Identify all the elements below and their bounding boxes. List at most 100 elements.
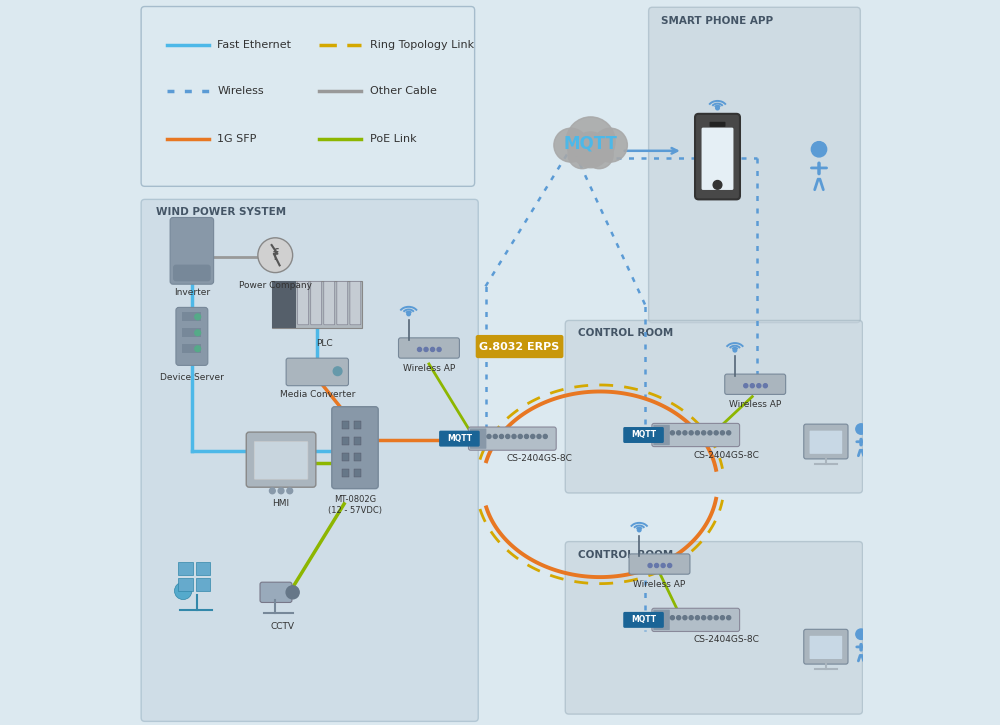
Text: Fast Ethernet: Fast Ethernet — [217, 40, 291, 50]
Circle shape — [695, 616, 699, 620]
FancyBboxPatch shape — [476, 335, 563, 358]
FancyBboxPatch shape — [173, 265, 211, 281]
Text: Device Server: Device Server — [160, 373, 224, 381]
Circle shape — [174, 582, 192, 600]
FancyBboxPatch shape — [399, 338, 459, 358]
FancyBboxPatch shape — [725, 374, 786, 394]
Circle shape — [856, 424, 866, 434]
Circle shape — [195, 330, 201, 336]
Circle shape — [493, 434, 497, 439]
Circle shape — [424, 347, 428, 352]
FancyBboxPatch shape — [565, 320, 862, 493]
Circle shape — [750, 384, 754, 388]
Circle shape — [566, 117, 615, 166]
FancyBboxPatch shape — [176, 307, 208, 365]
Circle shape — [661, 563, 665, 568]
FancyBboxPatch shape — [354, 453, 361, 461]
Circle shape — [708, 616, 712, 620]
FancyBboxPatch shape — [468, 427, 556, 450]
FancyArrowPatch shape — [858, 655, 860, 661]
Circle shape — [195, 314, 201, 320]
Text: Power Company: Power Company — [239, 281, 312, 289]
FancyBboxPatch shape — [342, 421, 349, 429]
Circle shape — [648, 563, 652, 568]
FancyBboxPatch shape — [141, 199, 478, 721]
Circle shape — [683, 616, 687, 620]
FancyBboxPatch shape — [196, 562, 210, 575]
Circle shape — [763, 384, 767, 388]
Circle shape — [714, 616, 718, 620]
Text: f: f — [273, 248, 278, 262]
Text: MQTT: MQTT — [631, 616, 656, 624]
Circle shape — [727, 431, 731, 435]
Circle shape — [431, 347, 435, 352]
Circle shape — [713, 181, 722, 189]
FancyBboxPatch shape — [272, 281, 362, 328]
Text: PoE Link: PoE Link — [370, 134, 416, 144]
Text: MT-0802G
(12 - 57VDC): MT-0802G (12 - 57VDC) — [328, 495, 382, 515]
FancyBboxPatch shape — [623, 427, 664, 443]
Text: PLC: PLC — [316, 339, 333, 347]
Text: HMI: HMI — [272, 499, 290, 507]
Circle shape — [683, 431, 687, 435]
Circle shape — [720, 431, 724, 435]
FancyBboxPatch shape — [804, 424, 848, 459]
Circle shape — [258, 238, 293, 273]
Text: Media Converter: Media Converter — [280, 390, 355, 399]
Circle shape — [670, 431, 674, 435]
Circle shape — [677, 616, 681, 620]
FancyBboxPatch shape — [470, 428, 486, 449]
Text: Wireless: Wireless — [217, 86, 264, 96]
Circle shape — [531, 434, 535, 439]
FancyBboxPatch shape — [337, 281, 348, 325]
Circle shape — [286, 586, 299, 599]
Circle shape — [524, 434, 529, 439]
Circle shape — [856, 629, 866, 639]
Circle shape — [689, 616, 693, 620]
Circle shape — [714, 431, 718, 435]
Circle shape — [278, 488, 284, 494]
Text: CS-2404GS-8C: CS-2404GS-8C — [693, 635, 759, 644]
FancyBboxPatch shape — [649, 7, 860, 323]
Circle shape — [593, 128, 627, 162]
Circle shape — [269, 488, 275, 494]
Circle shape — [677, 431, 681, 435]
Circle shape — [637, 528, 641, 531]
FancyBboxPatch shape — [350, 281, 361, 325]
Circle shape — [744, 384, 748, 388]
FancyBboxPatch shape — [565, 542, 862, 714]
Circle shape — [689, 431, 693, 435]
Text: CONTROL ROOM: CONTROL ROOM — [578, 328, 673, 339]
Circle shape — [417, 347, 422, 352]
Circle shape — [585, 141, 613, 169]
FancyBboxPatch shape — [354, 469, 361, 477]
FancyBboxPatch shape — [260, 582, 292, 602]
FancyArrowPatch shape — [862, 450, 864, 456]
FancyBboxPatch shape — [354, 437, 361, 445]
Text: MQTT: MQTT — [447, 434, 472, 443]
FancyBboxPatch shape — [170, 218, 214, 284]
Circle shape — [733, 348, 737, 352]
FancyBboxPatch shape — [652, 423, 740, 447]
FancyBboxPatch shape — [178, 562, 193, 575]
FancyBboxPatch shape — [342, 437, 349, 445]
FancyBboxPatch shape — [254, 442, 308, 479]
FancyBboxPatch shape — [653, 610, 670, 630]
Circle shape — [537, 434, 541, 439]
FancyBboxPatch shape — [342, 469, 349, 477]
Circle shape — [287, 488, 293, 494]
Circle shape — [554, 128, 588, 162]
Circle shape — [757, 384, 761, 388]
Text: CONTROL ROOM: CONTROL ROOM — [578, 550, 673, 560]
Circle shape — [543, 434, 547, 439]
FancyBboxPatch shape — [623, 612, 664, 628]
Circle shape — [720, 616, 724, 620]
Text: MQTT: MQTT — [631, 431, 656, 439]
FancyBboxPatch shape — [332, 407, 378, 489]
Text: CCTV: CCTV — [270, 622, 294, 631]
FancyArrowPatch shape — [815, 179, 818, 190]
FancyBboxPatch shape — [695, 114, 740, 199]
Text: SMART PHONE APP: SMART PHONE APP — [661, 16, 773, 26]
Circle shape — [727, 616, 731, 620]
Circle shape — [518, 434, 522, 439]
